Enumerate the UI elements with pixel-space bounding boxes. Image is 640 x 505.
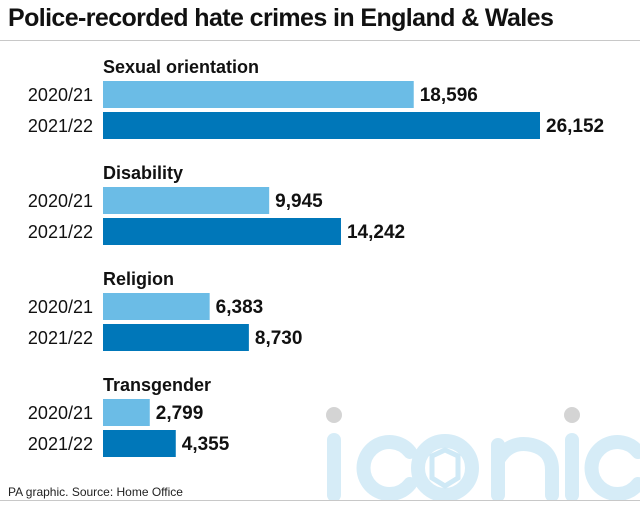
value-label: 6,383: [216, 297, 264, 318]
bar-sexual-orientation-0: [103, 81, 414, 108]
value-label: 14,242: [347, 222, 405, 243]
year-label: 2021/22: [28, 222, 93, 242]
bar-sexual-orientation-1: [103, 112, 540, 139]
category-label-religion: Religion: [103, 269, 174, 289]
value-label: 18,596: [420, 85, 478, 106]
year-label: 2021/22: [28, 116, 93, 136]
chart-title: Police-recorded hate crimes in England &…: [8, 4, 554, 32]
value-label: 8,730: [255, 328, 303, 349]
bar-disability-1: [103, 218, 341, 245]
footer-divider: [0, 500, 640, 501]
value-label: 4,355: [182, 434, 230, 455]
bar-transgender-1: [103, 430, 176, 457]
bar-religion-1: [103, 324, 249, 351]
category-label-transgender: Transgender: [103, 375, 211, 395]
bar-transgender-0: [103, 399, 150, 426]
value-label: 2,799: [156, 403, 204, 424]
category-label-sexual-orientation: Sexual orientation: [103, 57, 259, 77]
title-divider: [0, 40, 640, 41]
year-label: 2020/21: [28, 403, 93, 423]
year-label: 2020/21: [28, 297, 93, 317]
year-label: 2021/22: [28, 328, 93, 348]
iconic-watermark: [326, 407, 640, 500]
year-label: 2021/22: [28, 434, 93, 454]
year-label: 2020/21: [28, 191, 93, 211]
value-label: 26,152: [546, 116, 604, 137]
bar-religion-0: [103, 293, 210, 320]
year-label: 2020/21: [28, 85, 93, 105]
bar-disability-0: [103, 187, 270, 214]
value-label: 9,945: [275, 191, 323, 212]
category-label-disability: Disability: [103, 163, 183, 183]
source-note: PA graphic. Source: Home Office: [8, 485, 183, 499]
